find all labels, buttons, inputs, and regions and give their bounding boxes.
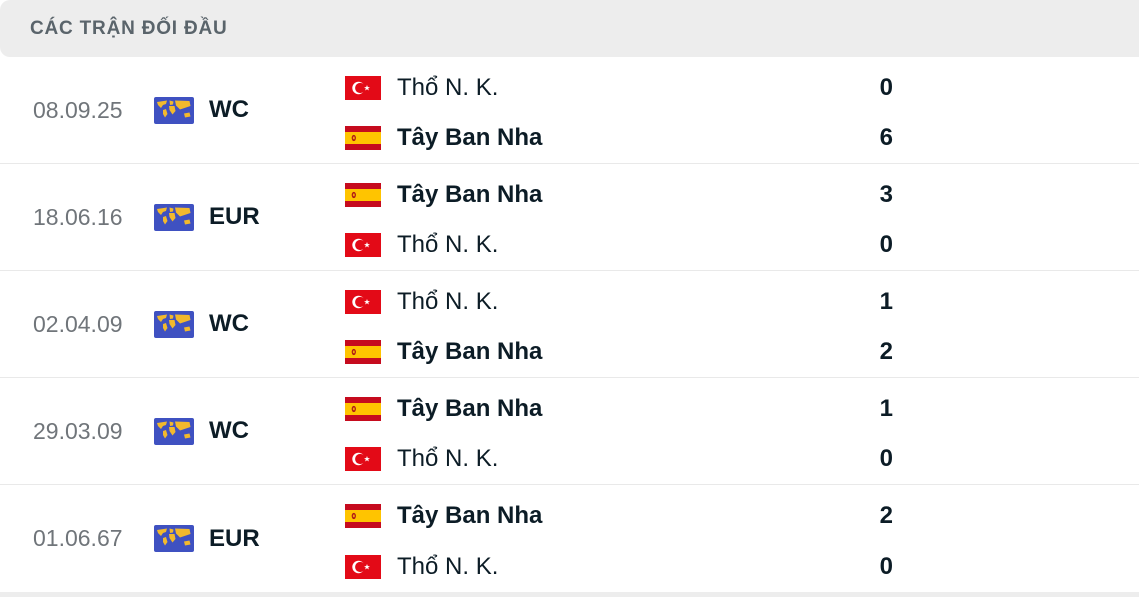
- competition-label: WC: [209, 417, 249, 444]
- match-date: 02.04.09: [33, 310, 123, 337]
- team-row: Tây Ban Nha 3: [345, 170, 893, 220]
- competition-label: EUR: [209, 203, 260, 230]
- competition-cell: EUR: [154, 485, 345, 592]
- turkey-flag-icon: [345, 233, 381, 257]
- competition-label: WC: [209, 310, 249, 337]
- team-row: Thổ N. K. 0: [345, 434, 893, 484]
- match-row[interactable]: 29.03.09 WC: [0, 378, 1139, 485]
- team-name: Tây Ban Nha: [397, 502, 543, 530]
- team-score: 3: [879, 181, 893, 208]
- section-title: CÁC TRẬN ĐỐI ĐẦU: [30, 17, 228, 39]
- team-score: 1: [879, 288, 893, 315]
- team-score: 2: [879, 338, 893, 365]
- match-date: 08.09.25: [33, 96, 123, 123]
- match-row[interactable]: 08.09.25 WC: [0, 57, 1139, 164]
- team-row: Thổ N. K. 0: [345, 63, 893, 113]
- turkey-flag-icon: [345, 290, 381, 314]
- teams-cell: Tây Ban Nha 3: [345, 164, 893, 270]
- team-row: Tây Ban Nha 1: [345, 384, 893, 434]
- team-name: Thổ N. K.: [397, 552, 499, 580]
- spain-flag-icon: [345, 126, 381, 150]
- team-name: Tây Ban Nha: [397, 395, 543, 422]
- team-score: 6: [879, 124, 893, 151]
- spain-flag-icon: [345, 397, 381, 421]
- teams-cell: Tây Ban Nha 2: [345, 485, 893, 592]
- world-map-icon: [154, 203, 194, 231]
- team-row: Thổ N. K. 0: [345, 220, 893, 270]
- spain-flag-icon: [345, 504, 381, 529]
- world-map-icon: [154, 96, 194, 124]
- match-date: 18.06.16: [33, 203, 123, 230]
- competition-cell: WC: [154, 378, 345, 484]
- team-row: Tây Ban Nha 6: [345, 113, 893, 163]
- team-name: Thổ N. K.: [397, 445, 499, 472]
- teams-cell: Thổ N. K. 0: [345, 57, 893, 163]
- competition-cell: EUR: [154, 164, 345, 270]
- competition-cell: WC: [154, 271, 345, 377]
- competition-cell: WC: [154, 57, 345, 163]
- turkey-flag-icon: [345, 76, 381, 100]
- team-name: Tây Ban Nha: [397, 124, 543, 151]
- competition-label: WC: [209, 96, 249, 123]
- team-name: Thổ N. K.: [397, 74, 499, 101]
- teams-cell: Tây Ban Nha 1: [345, 378, 893, 484]
- spain-flag-icon: [345, 183, 381, 207]
- match-date: 29.03.09: [33, 417, 123, 444]
- team-score: 1: [879, 395, 893, 422]
- spain-flag-icon: [345, 340, 381, 364]
- team-name: Thổ N. K.: [397, 231, 499, 258]
- match-row[interactable]: 18.06.16 EUR: [0, 164, 1139, 271]
- team-row: Thổ N. K. 0: [345, 542, 893, 593]
- competition-label: EUR: [209, 524, 260, 552]
- section-header: CÁC TRẬN ĐỐI ĐẦU: [0, 0, 1139, 57]
- team-row: Tây Ban Nha 2: [345, 327, 893, 377]
- team-row: Tây Ban Nha 2: [345, 491, 893, 542]
- team-name: Thổ N. K.: [397, 288, 499, 315]
- head-to-head-card: CÁC TRẬN ĐỐI ĐẦU 08.09.25 WC: [0, 0, 1139, 597]
- team-score: 0: [879, 552, 893, 580]
- match-list: 08.09.25 WC: [0, 57, 1139, 592]
- teams-cell: Thổ N. K. 1: [345, 271, 893, 377]
- team-name: Tây Ban Nha: [397, 338, 543, 365]
- team-score: 0: [879, 445, 893, 472]
- team-row: Thổ N. K. 1: [345, 277, 893, 327]
- team-score: 2: [879, 502, 893, 530]
- team-score: 0: [879, 231, 893, 258]
- turkey-flag-icon: [345, 447, 381, 471]
- team-name: Tây Ban Nha: [397, 181, 543, 208]
- bottom-divider: [0, 592, 1139, 597]
- world-map-icon: [154, 310, 194, 338]
- team-score: 0: [879, 74, 893, 101]
- match-row[interactable]: 01.06.67 EUR: [0, 485, 1139, 592]
- turkey-flag-icon: [345, 554, 381, 579]
- world-map-icon: [154, 525, 194, 552]
- match-row[interactable]: 02.04.09 WC: [0, 271, 1139, 378]
- match-date: 01.06.67: [33, 525, 123, 551]
- world-map-icon: [154, 417, 194, 445]
